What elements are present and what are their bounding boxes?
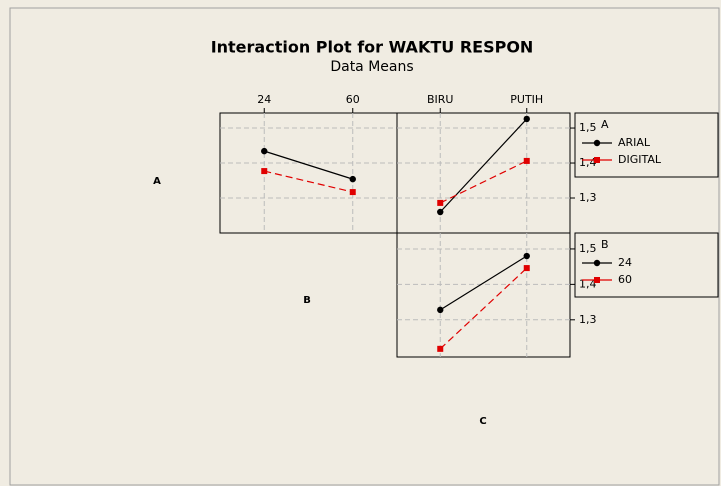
factor-label: B [303, 295, 311, 306]
point [523, 157, 530, 164]
factor-label: C [479, 416, 486, 427]
legend-label: ARIAL [618, 136, 651, 149]
panel [396, 232, 571, 358]
chart-subtitle: Data Means [330, 59, 413, 75]
legend-marker [594, 277, 600, 283]
factor-label: A [153, 176, 161, 187]
x-tick-label: 60 [346, 93, 360, 106]
series-line [264, 150, 353, 180]
point [437, 345, 444, 352]
chart-title: Interaction Plot for WAKTU RESPON [211, 38, 534, 57]
x-tick-label: 24 [257, 93, 271, 106]
point [523, 265, 530, 272]
legend-title: A [601, 118, 609, 131]
legend-label: 60 [618, 273, 632, 286]
legend [574, 112, 719, 178]
legend-label: DIGITAL [618, 153, 662, 166]
legend-marker [593, 259, 601, 267]
y-tick-label: 1,3 [579, 313, 597, 326]
point [523, 115, 530, 123]
y-tick-label: 1,5 [579, 242, 597, 255]
point [349, 189, 356, 196]
series-line [439, 160, 528, 204]
y-tick-label: 1,3 [579, 191, 597, 204]
point [523, 252, 530, 260]
point [349, 175, 356, 183]
legend [574, 232, 719, 298]
legend-marker [593, 139, 601, 147]
legend-title: B [601, 238, 609, 251]
point [437, 199, 444, 206]
y-tick-label: 1,4 [579, 156, 597, 169]
legend-label: 24 [618, 256, 632, 269]
frame [9, 7, 720, 486]
x-tick-label: PUTIH [510, 93, 543, 106]
series-line [264, 170, 353, 193]
point [437, 306, 444, 314]
y-tick-label: 1,5 [579, 121, 597, 134]
series-line [439, 255, 528, 311]
y-tick-label: 1,4 [579, 277, 597, 290]
legend-marker [594, 157, 600, 163]
series-line [439, 267, 528, 350]
x-tick-label: BIRU [427, 93, 454, 106]
point [261, 147, 268, 155]
point [261, 168, 268, 175]
point [437, 208, 444, 216]
